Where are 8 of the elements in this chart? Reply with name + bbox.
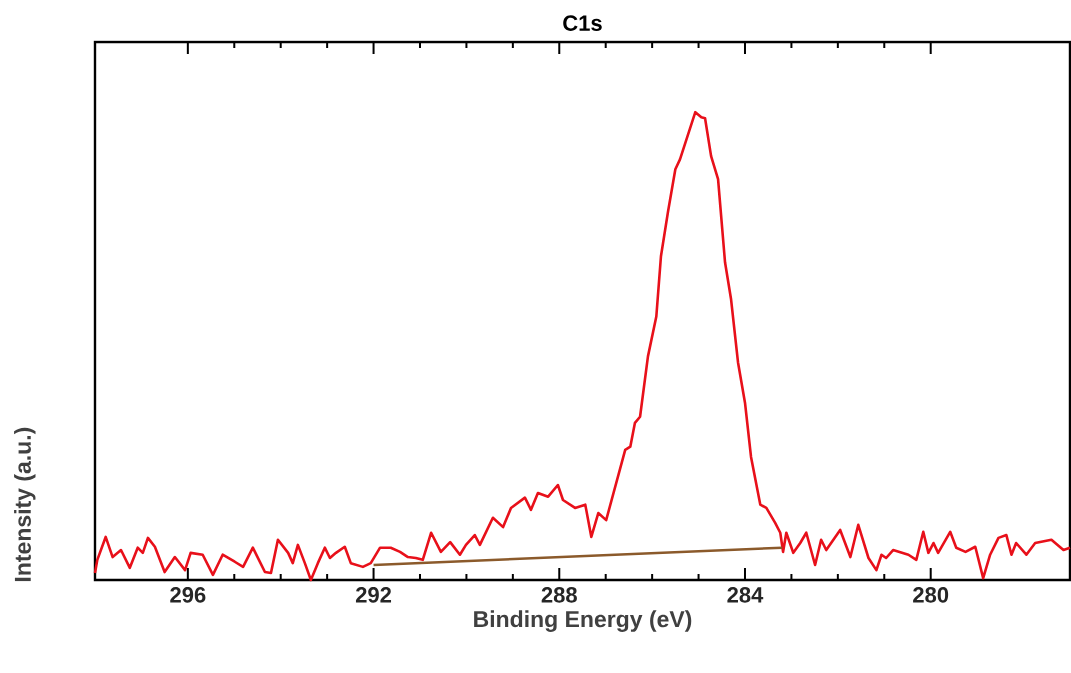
y-axis-title: Intensity (a.u.) (14, 427, 36, 582)
x-tick-label: 296 (170, 587, 206, 603)
x-axis-title: Binding Energy (eV) (474, 610, 692, 632)
chart-title: C1s (563, 15, 602, 31)
x-tick-label: 292 (355, 587, 392, 603)
x-tick-label: 288 (541, 587, 577, 603)
x-tick-label: 284 (727, 587, 764, 603)
x-tick-label: 280 (913, 587, 949, 603)
